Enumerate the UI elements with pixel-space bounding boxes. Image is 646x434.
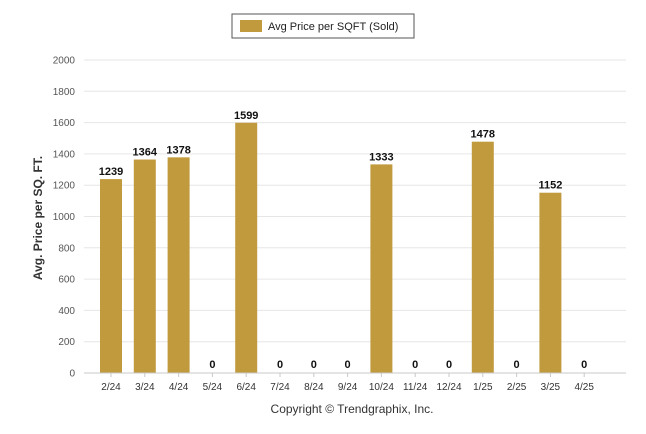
x-tick-label: 11/24 [403, 382, 428, 393]
data-label: 1364 [133, 147, 158, 159]
x-tick-label: 8/24 [304, 382, 324, 393]
legend-box [231, 13, 415, 39]
data-label: 1239 [99, 166, 123, 178]
x-tick-label: 5/24 [203, 382, 223, 393]
data-label: 1333 [369, 151, 393, 163]
x-tick-label: 4/24 [169, 382, 189, 393]
y-tick-label: 1400 [53, 149, 76, 160]
legend-label: Avg Price per SQFT (Sold) [268, 21, 398, 33]
bar [539, 192, 562, 373]
y-tick-label: 800 [58, 243, 75, 254]
data-label: 1478 [471, 129, 495, 141]
x-tick-label: 7/24 [270, 382, 290, 393]
x-tick-label: 4/25 [574, 382, 594, 393]
legend: Avg Price per SQFT (Sold) [231, 13, 415, 39]
y-tick-label: 2000 [53, 56, 76, 67]
data-label: 0 [209, 359, 215, 371]
data-label: 0 [581, 359, 587, 371]
x-tick-label: 3/25 [541, 382, 561, 393]
bar [133, 159, 156, 373]
y-tick-label: 1800 [53, 87, 76, 98]
x-tick-label: 12/24 [436, 382, 461, 393]
bar [100, 179, 122, 373]
data-label: 0 [345, 359, 351, 371]
x-axis-ticks: 2/24 3/24 4/24 5/24 6/24 7/24 8/24 9/24 10/24 11/… [101, 373, 594, 393]
legend-swatch [240, 20, 262, 32]
y-tick-label: 200 [58, 337, 75, 348]
x-tick-label: 2/25 [507, 382, 527, 393]
bars [100, 122, 562, 373]
data-labels: 1239 1364 1378 0 1599 0 0 0 1333 0 0 1478 0 1152 0 [99, 110, 588, 371]
copyright-text: Copyright © Trendgraphix, Inc. [271, 402, 434, 416]
data-label: 0 [514, 359, 520, 371]
y-tick-label: 1000 [53, 212, 76, 223]
x-tick-label: 6/24 [236, 382, 256, 393]
data-label: 0 [311, 359, 317, 371]
x-tick-label: 10/24 [369, 382, 394, 393]
data-label: 1152 [538, 180, 562, 192]
data-label: 1599 [234, 110, 258, 122]
x-tick-label: 1/25 [473, 382, 493, 393]
y-tick-label: 600 [58, 275, 75, 286]
data-label: 0 [446, 359, 452, 371]
y-axis-label: Avg. Price per SQ. FT. [31, 156, 45, 280]
bar [370, 164, 393, 373]
y-tick-label: 400 [58, 306, 75, 317]
y-tick-label: 0 [69, 369, 75, 380]
y-axis-ticks: 0 200 400 600 800 1000 1200 1400 1600 1800 2000 [53, 56, 76, 380]
bar [167, 157, 190, 373]
data-label: 1378 [166, 144, 190, 156]
y-tick-label: 1200 [53, 181, 76, 192]
x-tick-label: 9/24 [338, 382, 358, 393]
bar [471, 141, 494, 373]
x-tick-label: 3/24 [135, 382, 155, 393]
x-tick-label: 2/24 [101, 382, 121, 393]
y-tick-label: 1600 [53, 118, 76, 129]
data-label: 0 [412, 359, 418, 371]
bar [235, 122, 258, 373]
data-label: 0 [277, 359, 283, 371]
